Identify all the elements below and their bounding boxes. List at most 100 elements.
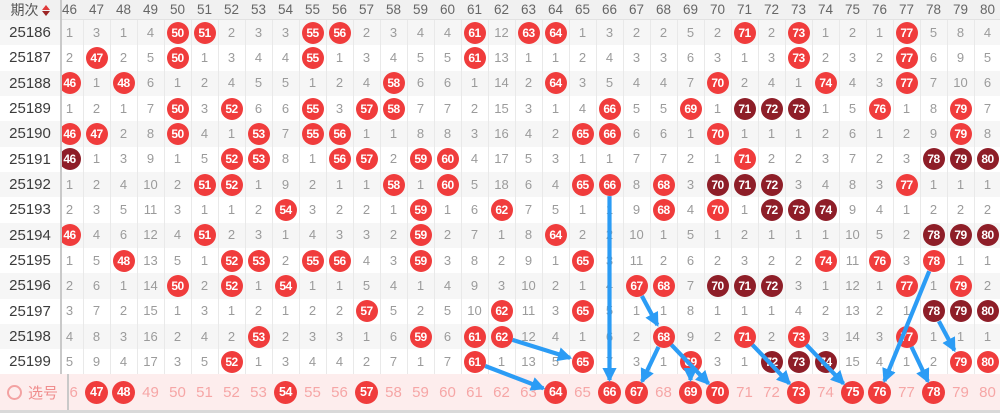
miss-count: 3 bbox=[65, 303, 74, 319]
column-header-54: 54 bbox=[277, 2, 294, 17]
miss-count: 1 bbox=[578, 24, 587, 40]
miss-count: 3 bbox=[551, 151, 560, 167]
miss-count: 9 bbox=[281, 176, 290, 192]
period-sort-header[interactable]: 期次 bbox=[0, 0, 62, 20]
footer-number-55[interactable]: 55 bbox=[304, 384, 321, 402]
footer-number-59[interactable]: 59 bbox=[412, 384, 429, 402]
column-header-47: 47 bbox=[88, 2, 105, 17]
miss-count: 2 bbox=[281, 328, 290, 344]
footer-number-62[interactable]: 62 bbox=[493, 384, 510, 402]
drawn-ball-77: 77 bbox=[895, 173, 918, 196]
drawn-ball-46: 46 bbox=[58, 72, 81, 95]
miss-count: 2 bbox=[659, 24, 668, 40]
footer-number-58[interactable]: 58 bbox=[385, 384, 402, 402]
footer-number-61[interactable]: 61 bbox=[466, 384, 483, 402]
footer-number-74[interactable]: 74 bbox=[817, 384, 834, 402]
footer-number-53[interactable]: 53 bbox=[250, 384, 267, 402]
repeat-ball-73: 73 bbox=[787, 97, 810, 120]
footer-number-72[interactable]: 72 bbox=[763, 384, 780, 402]
footer-number-56[interactable]: 56 bbox=[331, 384, 348, 402]
footer-number-51[interactable]: 51 bbox=[196, 384, 213, 402]
footer-number-77[interactable]: 77 bbox=[898, 384, 915, 402]
footer-number-79[interactable]: 79 bbox=[952, 384, 969, 402]
footer-number-60[interactable]: 60 bbox=[439, 384, 456, 402]
footer-selected-ball-69[interactable]: 69 bbox=[679, 381, 702, 405]
miss-count: 2 bbox=[227, 328, 236, 344]
footer-selected-ball-64[interactable]: 64 bbox=[544, 381, 567, 405]
drawn-ball-55: 55 bbox=[301, 21, 324, 44]
column-header-49: 49 bbox=[142, 2, 159, 17]
footer-number-80[interactable]: 80 bbox=[979, 384, 996, 402]
footer-number-52[interactable]: 52 bbox=[223, 384, 240, 402]
miss-count: 9 bbox=[524, 252, 533, 268]
column-header-80: 80 bbox=[979, 2, 996, 17]
footer-selected-ball-73[interactable]: 73 bbox=[787, 381, 810, 405]
drawn-ball-52: 52 bbox=[220, 173, 243, 196]
miss-count: 11 bbox=[143, 201, 158, 217]
miss-count: 2 bbox=[983, 201, 992, 217]
drawn-ball-58: 58 bbox=[382, 97, 405, 120]
column-header-69: 69 bbox=[682, 2, 699, 17]
footer-selected-ball-57[interactable]: 57 bbox=[355, 381, 378, 405]
miss-count: 1 bbox=[740, 125, 749, 141]
miss-count: 6 bbox=[254, 100, 263, 116]
footer-number-49[interactable]: 49 bbox=[142, 384, 159, 402]
drawn-ball-61: 61 bbox=[463, 21, 486, 44]
miss-count: 6 bbox=[659, 125, 668, 141]
miss-count: 1 bbox=[902, 353, 911, 369]
miss-count: 3 bbox=[308, 328, 317, 344]
miss-count: 2 bbox=[956, 201, 965, 217]
period-label: 25192 bbox=[0, 171, 62, 198]
miss-count: 2 bbox=[632, 328, 641, 344]
miss-count: 3 bbox=[173, 201, 182, 217]
miss-count: 1 bbox=[362, 328, 371, 344]
miss-count: 1 bbox=[227, 201, 236, 217]
miss-count: 1 bbox=[173, 75, 182, 91]
drawn-ball-64: 64 bbox=[544, 72, 567, 95]
footer-selected-ball-47[interactable]: 47 bbox=[85, 381, 108, 405]
column-header-59: 59 bbox=[412, 2, 429, 17]
sort-arrows-icon[interactable] bbox=[41, 4, 50, 16]
miss-count: 1 bbox=[902, 201, 911, 217]
select-radio-icon[interactable] bbox=[7, 384, 22, 400]
miss-count: 1 bbox=[740, 49, 749, 65]
column-separator bbox=[245, 0, 246, 410]
drawn-ball-77: 77 bbox=[895, 72, 918, 95]
miss-count: 2 bbox=[524, 75, 533, 91]
column-header-64: 64 bbox=[547, 2, 564, 17]
miss-count: 5 bbox=[551, 201, 560, 217]
drawn-ball-55: 55 bbox=[301, 122, 324, 145]
drawn-ball-79: 79 bbox=[949, 122, 972, 145]
drawn-ball-77: 77 bbox=[895, 325, 918, 348]
footer-selected-ball-48[interactable]: 48 bbox=[112, 381, 135, 405]
drawn-ball-62: 62 bbox=[490, 198, 513, 221]
miss-count: 3 bbox=[335, 227, 344, 243]
bottom-scroll-strip bbox=[0, 410, 1000, 413]
column-separator bbox=[461, 0, 462, 410]
footer-select-cell[interactable]: 选号 bbox=[0, 374, 69, 411]
footer-number-71[interactable]: 71 bbox=[736, 384, 753, 402]
footer-selected-ball-75[interactable]: 75 bbox=[841, 381, 864, 405]
miss-count: 3 bbox=[875, 176, 884, 192]
column-separator bbox=[191, 0, 192, 410]
footer-number-65[interactable]: 65 bbox=[574, 384, 591, 402]
drawn-ball-62: 62 bbox=[490, 325, 513, 348]
miss-count: 2 bbox=[497, 252, 506, 268]
miss-count: 1 bbox=[389, 201, 398, 217]
footer-number-63[interactable]: 63 bbox=[520, 384, 537, 402]
miss-count: 5 bbox=[389, 303, 398, 319]
footer-number-50[interactable]: 50 bbox=[169, 384, 186, 402]
footer-selected-ball-67[interactable]: 67 bbox=[625, 381, 648, 405]
miss-count: 13 bbox=[845, 303, 860, 319]
miss-count: 4 bbox=[65, 328, 74, 344]
footer-selected-ball-76[interactable]: 76 bbox=[868, 381, 891, 405]
footer-number-68[interactable]: 68 bbox=[655, 384, 672, 402]
footer-selected-ball-54[interactable]: 54 bbox=[274, 381, 297, 405]
miss-count: 18 bbox=[494, 176, 509, 192]
footer-selected-ball-70[interactable]: 70 bbox=[706, 381, 729, 405]
miss-count: 3 bbox=[686, 176, 695, 192]
footer-selected-ball-66[interactable]: 66 bbox=[598, 381, 621, 405]
drawn-ball-73: 73 bbox=[787, 46, 810, 69]
miss-count: 4 bbox=[578, 100, 587, 116]
footer-selected-ball-78[interactable]: 78 bbox=[922, 381, 945, 405]
